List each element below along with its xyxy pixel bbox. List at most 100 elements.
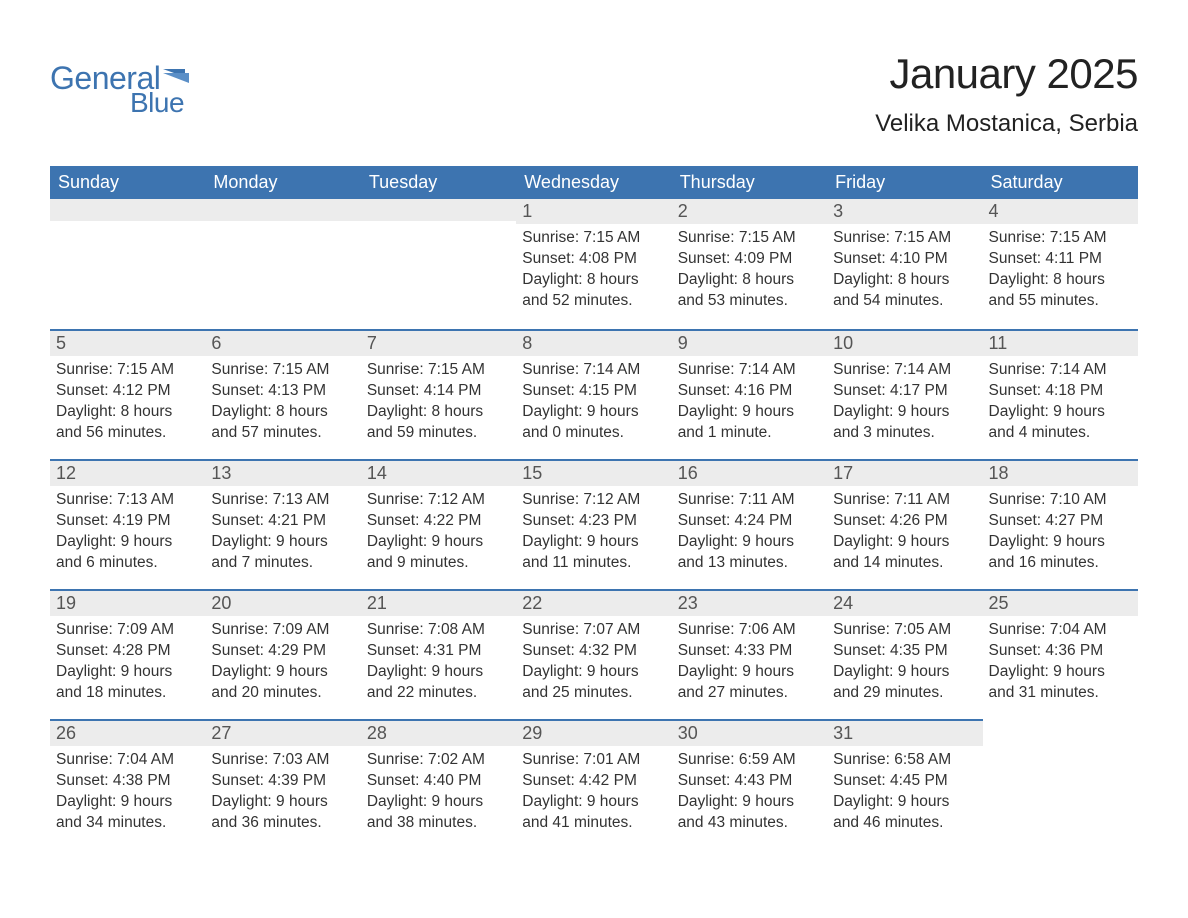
day-number: 2	[678, 201, 688, 221]
day-details: Sunrise: 7:12 AMSunset: 4:23 PMDaylight:…	[516, 486, 671, 582]
day-details: Sunrise: 7:04 AMSunset: 4:38 PMDaylight:…	[50, 746, 205, 842]
sunset-line: Sunset: 4:14 PM	[367, 381, 510, 402]
day-number: 11	[989, 333, 1008, 353]
calendar-cell: 11Sunrise: 7:14 AMSunset: 4:18 PMDayligh…	[983, 329, 1138, 459]
calendar-table: SundayMondayTuesdayWednesdayThursdayFrid…	[50, 166, 1138, 849]
sunset-line: Sunset: 4:36 PM	[989, 641, 1132, 662]
sunrise-line: Sunrise: 7:15 AM	[522, 228, 665, 249]
day-details: Sunrise: 7:15 AMSunset: 4:10 PMDaylight:…	[827, 224, 982, 320]
day-number: 6	[211, 333, 221, 353]
sunrise-line: Sunrise: 7:01 AM	[522, 750, 665, 771]
sunrise-line: Sunrise: 6:59 AM	[678, 750, 821, 771]
calendar-cell: 25 Sunrise: 7:04 AMSunset: 4:36 PMDayligh…	[983, 589, 1138, 719]
daylight-line: Daylight: 8 hours and 53 minutes.	[678, 270, 821, 312]
sunset-line: Sunset: 4:16 PM	[678, 381, 821, 402]
sunset-line: Sunset: 4:08 PM	[522, 249, 665, 270]
sunset-line: Sunset: 4:09 PM	[678, 249, 821, 270]
calendar-cell: 22Sunrise: 7:07 AMSunset: 4:32 PMDayligh…	[516, 589, 671, 719]
daylight-line: Daylight: 9 hours and 38 minutes.	[367, 792, 510, 834]
day-header: Wednesday	[516, 166, 671, 199]
sunrise-line: Sunrise: 7:10 AM	[989, 490, 1132, 511]
day-details: Sunrise: 7:01 AMSunset: 4:42 PMDaylight:…	[516, 746, 671, 842]
day-number: 7	[367, 333, 377, 353]
sunset-line: Sunset: 4:21 PM	[211, 511, 354, 532]
daylight-line: Daylight: 9 hours and 22 minutes.	[367, 662, 510, 704]
daylight-line: Daylight: 9 hours and 31 minutes.	[989, 662, 1132, 704]
daylight-line: Daylight: 8 hours and 59 minutes.	[367, 402, 510, 444]
calendar-cell: 9Sunrise: 7:14 AMSunset: 4:16 PMDaylight…	[672, 329, 827, 459]
calendar-cell: 4 Sunrise: 7:15 AMSunset: 4:11 PMDaylight…	[983, 199, 1138, 329]
sunrise-line: Sunrise: 7:11 AM	[678, 490, 821, 511]
day-number: 23	[678, 593, 698, 613]
month-title: January 2025	[875, 50, 1138, 98]
sunset-line: Sunset: 4:40 PM	[367, 771, 510, 792]
sunset-line: Sunset: 4:15 PM	[522, 381, 665, 402]
calendar-cell: 2 Sunrise: 7:15 AMSunset: 4:09 PMDaylight…	[672, 199, 827, 329]
sunrise-line: Sunrise: 7:15 AM	[833, 228, 976, 249]
calendar-cell: 14Sunrise: 7:12 AMSunset: 4:22 PMDayligh…	[361, 459, 516, 589]
sunset-line: Sunset: 4:19 PM	[56, 511, 199, 532]
sunrise-line: Sunrise: 7:03 AM	[211, 750, 354, 771]
day-details: Sunrise: 6:58 AMSunset: 4:45 PMDaylight:…	[827, 746, 982, 842]
day-details: Sunrise: 7:15 AMSunset: 4:12 PMDaylight:…	[50, 356, 205, 452]
calendar-cell: 5Sunrise: 7:15 AMSunset: 4:12 PMDaylight…	[50, 329, 205, 459]
day-details: Sunrise: 7:07 AMSunset: 4:32 PMDaylight:…	[516, 616, 671, 712]
day-number: 28	[367, 723, 387, 743]
day-header: Saturday	[983, 166, 1138, 199]
sunset-line: Sunset: 4:11 PM	[989, 249, 1132, 270]
sunrise-line: Sunrise: 7:04 AM	[56, 750, 199, 771]
day-details: Sunrise: 7:15 AMSunset: 4:11 PMDaylight:…	[983, 224, 1138, 320]
day-header-row: SundayMondayTuesdayWednesdayThursdayFrid…	[50, 166, 1138, 199]
calendar-cell: 7 Sunrise: 7:15 AMSunset: 4:14 PMDaylight…	[361, 329, 516, 459]
daylight-line: Daylight: 8 hours and 54 minutes.	[833, 270, 976, 312]
day-details: Sunrise: 7:15 AMSunset: 4:14 PMDaylight:…	[361, 356, 516, 452]
calendar-row: 26Sunrise: 7:04 AMSunset: 4:38 PMDayligh…	[50, 719, 1138, 849]
sunrise-line: Sunrise: 7:12 AM	[522, 490, 665, 511]
daylight-line: Daylight: 9 hours and 0 minutes.	[522, 402, 665, 444]
sunrise-line: Sunrise: 7:14 AM	[833, 360, 976, 381]
sunrise-line: Sunrise: 7:14 AM	[678, 360, 821, 381]
daylight-line: Daylight: 9 hours and 20 minutes.	[211, 662, 354, 704]
sunset-line: Sunset: 4:32 PM	[522, 641, 665, 662]
daylight-line: Daylight: 9 hours and 34 minutes.	[56, 792, 199, 834]
daylight-line: Daylight: 9 hours and 25 minutes.	[522, 662, 665, 704]
sunrise-line: Sunrise: 7:07 AM	[522, 620, 665, 641]
daylight-line: Daylight: 9 hours and 41 minutes.	[522, 792, 665, 834]
sunset-line: Sunset: 4:33 PM	[678, 641, 821, 662]
day-number: 4	[989, 201, 999, 221]
sunrise-line: Sunrise: 7:04 AM	[989, 620, 1132, 641]
calendar-cell	[205, 199, 360, 329]
day-details: Sunrise: 7:10 AMSunset: 4:27 PMDaylight:…	[983, 486, 1138, 582]
day-details: Sunrise: 7:14 AMSunset: 4:17 PMDaylight:…	[827, 356, 982, 452]
day-number: 12	[56, 463, 76, 483]
day-header: Monday	[205, 166, 360, 199]
day-details: Sunrise: 7:06 AMSunset: 4:33 PMDaylight:…	[672, 616, 827, 712]
day-number: 13	[211, 463, 231, 483]
day-header: Thursday	[672, 166, 827, 199]
calendar-cell: 18 Sunrise: 7:10 AMSunset: 4:27 PMDayligh…	[983, 459, 1138, 589]
calendar-cell: 1Sunrise: 7:15 AMSunset: 4:08 PMDaylight…	[516, 199, 671, 329]
sunset-line: Sunset: 4:38 PM	[56, 771, 199, 792]
day-number: 18	[989, 463, 1009, 483]
calendar-cell: 28Sunrise: 7:02 AMSunset: 4:40 PMDayligh…	[361, 719, 516, 849]
daylight-line: Daylight: 9 hours and 36 minutes.	[211, 792, 354, 834]
day-number: 25	[989, 593, 1009, 613]
sunset-line: Sunset: 4:31 PM	[367, 641, 510, 662]
sunset-line: Sunset: 4:23 PM	[522, 511, 665, 532]
header: General Blue January 2025 Velika Mostani…	[50, 50, 1138, 138]
daylight-line: Daylight: 9 hours and 6 minutes.	[56, 532, 199, 574]
logo-blue-text: Blue	[130, 87, 191, 119]
calendar-row: 19Sunrise: 7:09 AMSunset: 4:28 PMDayligh…	[50, 589, 1138, 719]
sunrise-line: Sunrise: 7:15 AM	[56, 360, 199, 381]
sunset-line: Sunset: 4:27 PM	[989, 511, 1132, 532]
sunset-line: Sunset: 4:28 PM	[56, 641, 199, 662]
day-details: Sunrise: 7:15 AMSunset: 4:09 PMDaylight:…	[672, 224, 827, 320]
calendar-cell: 15Sunrise: 7:12 AMSunset: 4:23 PMDayligh…	[516, 459, 671, 589]
logo: General Blue	[50, 50, 191, 119]
day-number: 19	[56, 593, 76, 613]
sunset-line: Sunset: 4:45 PM	[833, 771, 976, 792]
day-details: Sunrise: 7:03 AMSunset: 4:39 PMDaylight:…	[205, 746, 360, 842]
day-number: 29	[522, 723, 542, 743]
daylight-line: Daylight: 9 hours and 29 minutes.	[833, 662, 976, 704]
sunrise-line: Sunrise: 7:08 AM	[367, 620, 510, 641]
